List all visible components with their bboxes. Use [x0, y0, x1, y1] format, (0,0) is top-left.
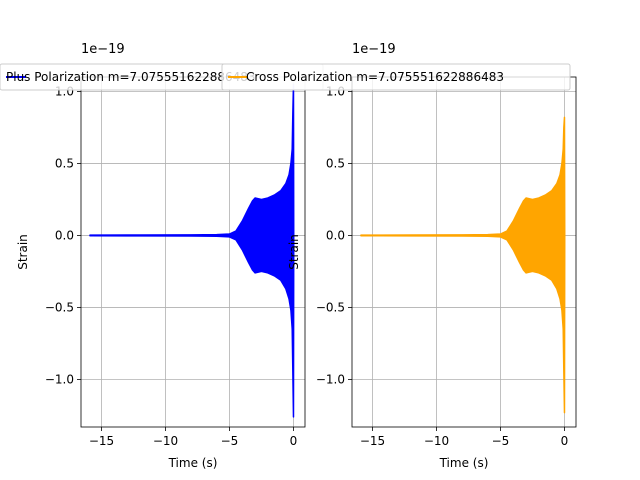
left-ticks: −15 −10 −5 0−1.0−0.50.00.51.0 — [45, 84, 297, 448]
left-x-axis-label: Time (s) — [168, 456, 218, 470]
left-x-tick-label-1: −10 — [153, 434, 178, 448]
right-y-tick-label-3: 0.5 — [326, 156, 345, 170]
right-x-axis-label: Time (s) — [439, 456, 489, 470]
right-legend-box — [221, 63, 571, 91]
right-x-tick-label-0: −15 — [360, 434, 385, 448]
right-x-tick-label-2: −5 — [492, 434, 510, 448]
left-y-tick-label-1: −0.5 — [45, 300, 74, 314]
right-series-0-waveform — [360, 116, 566, 414]
right-plot-panel: −15 −10 −5 0−1.0−0.50.00.51.0 1e−19 Time (s… — [287, 42, 577, 470]
right-series-marks — [360, 116, 566, 414]
left-series-marks — [89, 83, 295, 418]
left-y-scale-label: 1e−19 — [81, 42, 125, 57]
left-x-tick-label-2: −5 — [221, 434, 239, 448]
left-y-tick-label-2: 0.0 — [55, 228, 74, 242]
left-y-axis-label: Strain — [16, 234, 30, 270]
right-y-tick-label-0: −1.0 — [316, 372, 345, 386]
right-legend-label: Cross Polarization m=7.075551622886483 — [246, 70, 504, 84]
left-y-tick-label-0: −1.0 — [45, 372, 74, 386]
right-y-tick-label-1: −0.5 — [316, 300, 345, 314]
right-y-axis-label: Strain — [287, 234, 301, 270]
left-y-tick-label-3: 0.5 — [55, 156, 74, 170]
right-x-tick-label-1: −10 — [424, 434, 449, 448]
right-ticks: −15 −10 −5 0−1.0−0.50.00.51.0 — [316, 84, 568, 448]
right-legend: Cross Polarization m=7.075551622886483 — [221, 63, 571, 91]
right-x-tick-label-3: 0 — [561, 434, 569, 448]
left-x-tick-label-3: 0 — [290, 434, 298, 448]
left-series-0-waveform — [89, 83, 295, 418]
left-x-tick-label-0: −15 — [89, 434, 114, 448]
right-y-scale-label: 1e−19 — [352, 42, 396, 57]
left-legend-label: Plus Polarization m=7.075551622886483 — [6, 70, 256, 84]
right-y-tick-label-2: 0.0 — [326, 228, 345, 242]
